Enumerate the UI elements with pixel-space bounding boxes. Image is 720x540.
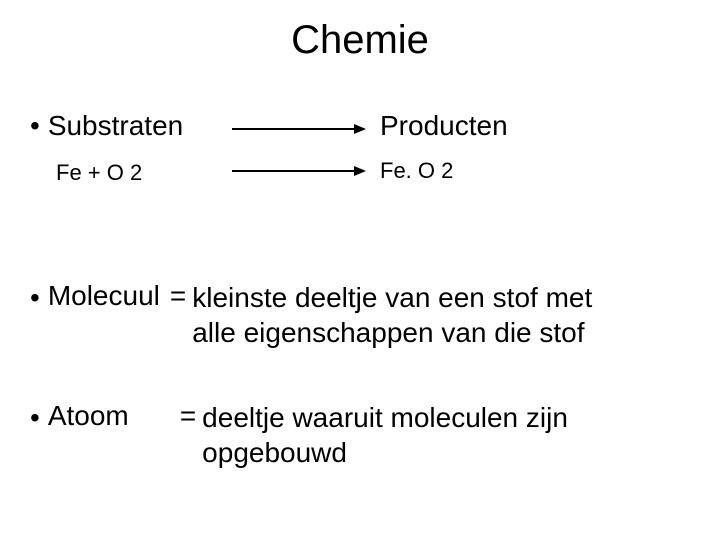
equals-sign: = [170,280,186,312]
definition-text: deeltje waaruit moleculen zijn opgebouwd [202,400,568,470]
definition-text-line1: deeltje waaruit moleculen zijn [202,402,568,433]
definition-term: Molecuul [48,280,160,312]
definition-molecuul: • Molecuul = kleinste deeltje van een st… [30,280,592,350]
arrow-icon [232,122,366,136]
reaction-left-label: Substraten [48,110,183,142]
definition-term: Atoom [48,400,170,432]
bullet-icon: • [30,112,40,140]
bullet-icon: • [30,404,40,432]
definition-atoom: • Atoom = deeltje waaruit moleculen zijn… [30,400,568,470]
definition-text-line2: opgebouwd [202,437,347,468]
page-title: Chemie [0,18,720,63]
reaction-right-row: Producten [380,110,508,142]
reaction-left-example: Fe + O 2 [56,160,142,186]
definition-text: kleinste deeltje van een stof met alle e… [192,280,592,350]
definition-text-line2: alle eigenschappen van die stof [192,317,584,348]
reaction-right-example: Fe. O 2 [380,158,453,184]
arrow-icon [232,164,366,178]
definition-text-line1: kleinste deeltje van een stof met [192,282,592,313]
equals-sign: = [180,400,196,432]
reaction-left-row: • Substraten [30,110,183,142]
reaction-right-label: Producten [380,110,508,142]
reaction-left-example-row: Fe + O 2 [56,160,142,186]
bullet-icon: • [30,284,40,312]
reaction-right-example-row: Fe. O 2 [380,158,453,184]
